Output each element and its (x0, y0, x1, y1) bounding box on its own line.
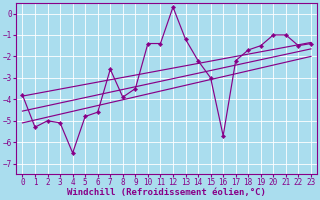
X-axis label: Windchill (Refroidissement éolien,°C): Windchill (Refroidissement éolien,°C) (67, 188, 266, 197)
